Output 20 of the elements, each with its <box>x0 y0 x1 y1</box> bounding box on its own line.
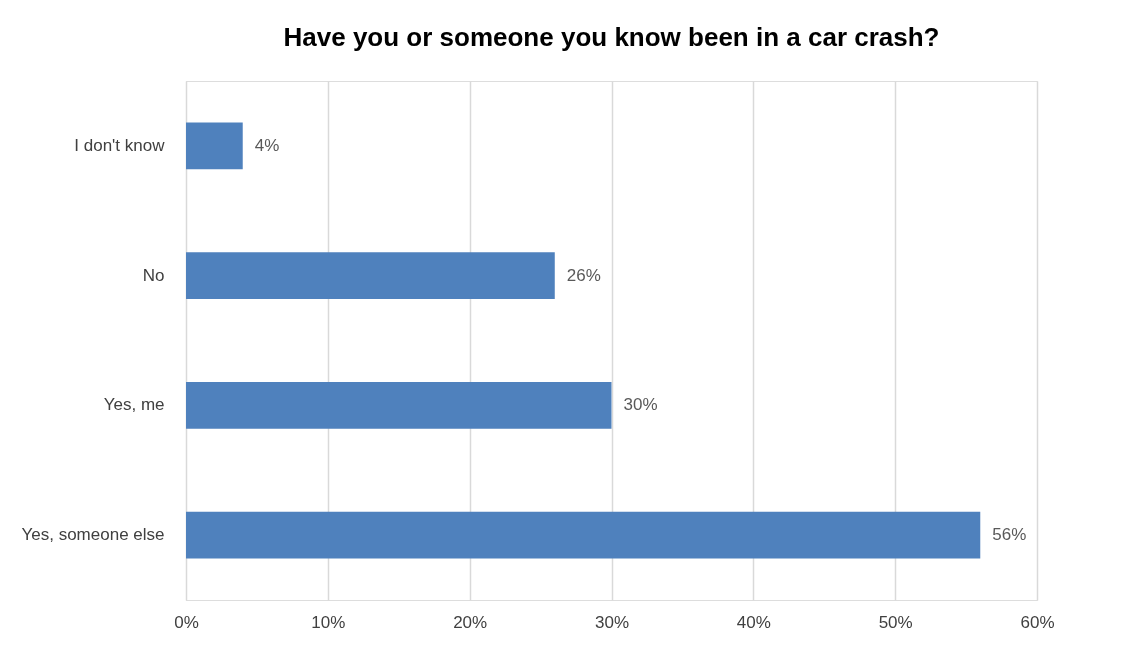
bar <box>186 122 243 170</box>
chart-title: Have you or someone you know been in a car crash? <box>283 22 940 52</box>
x-tick-label: 0% <box>174 612 199 632</box>
y-tick-label: I don't know <box>74 135 166 155</box>
bar <box>186 511 981 559</box>
y-tick-label: Yes, someone else <box>21 525 165 545</box>
y-tick-label: No <box>142 265 165 285</box>
data-label: 30% <box>623 395 658 415</box>
x-tick-label: 40% <box>736 612 771 632</box>
x-tick-label: 10% <box>311 612 346 632</box>
x-tick-label: 20% <box>453 612 488 632</box>
x-tick-label: 50% <box>878 612 913 632</box>
data-label: 56% <box>992 525 1027 545</box>
data-label: 4% <box>254 135 280 155</box>
x-tick-label: 30% <box>594 612 630 632</box>
data-label: 26% <box>566 265 601 285</box>
bar <box>186 252 555 299</box>
bar <box>186 382 612 429</box>
x-tick-label: 60% <box>1020 612 1055 632</box>
y-tick-label: Yes, me <box>103 395 165 415</box>
